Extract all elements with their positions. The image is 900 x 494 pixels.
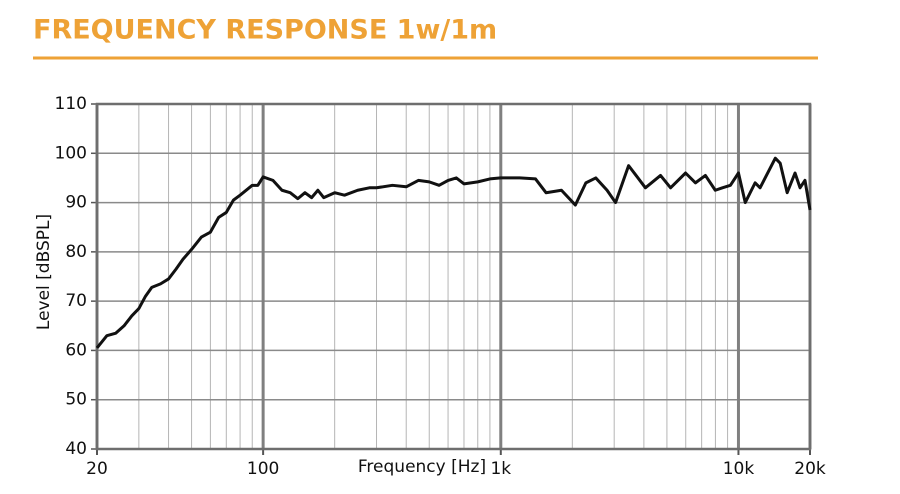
x-tick-label: 10k — [723, 459, 755, 479]
x-tick-label: 100 — [247, 459, 279, 479]
x-tick-label: 20k — [794, 459, 826, 479]
x-axis-label: Frequency [Hz] — [358, 457, 486, 477]
response-line — [95, 156, 812, 349]
y-tick-label: 50 — [65, 390, 87, 410]
y-tick-label: 80 — [65, 242, 87, 262]
y-tick-label: 90 — [65, 193, 87, 213]
x-tick-label: 20 — [86, 459, 108, 479]
x-tick-label: 1k — [490, 459, 511, 479]
y-axis-label: Level [dBSPL] — [34, 214, 54, 330]
y-tick-label: 40 — [65, 439, 87, 459]
y-tick-label: 110 — [55, 94, 87, 114]
y-tick-label: 70 — [65, 291, 87, 311]
y-tick-label: 100 — [55, 143, 87, 163]
plot-frame — [95, 102, 812, 451]
chart-title: FREQUENCY RESPONSE 1w/1m — [33, 15, 497, 46]
y-tick-label: 60 — [65, 340, 87, 360]
